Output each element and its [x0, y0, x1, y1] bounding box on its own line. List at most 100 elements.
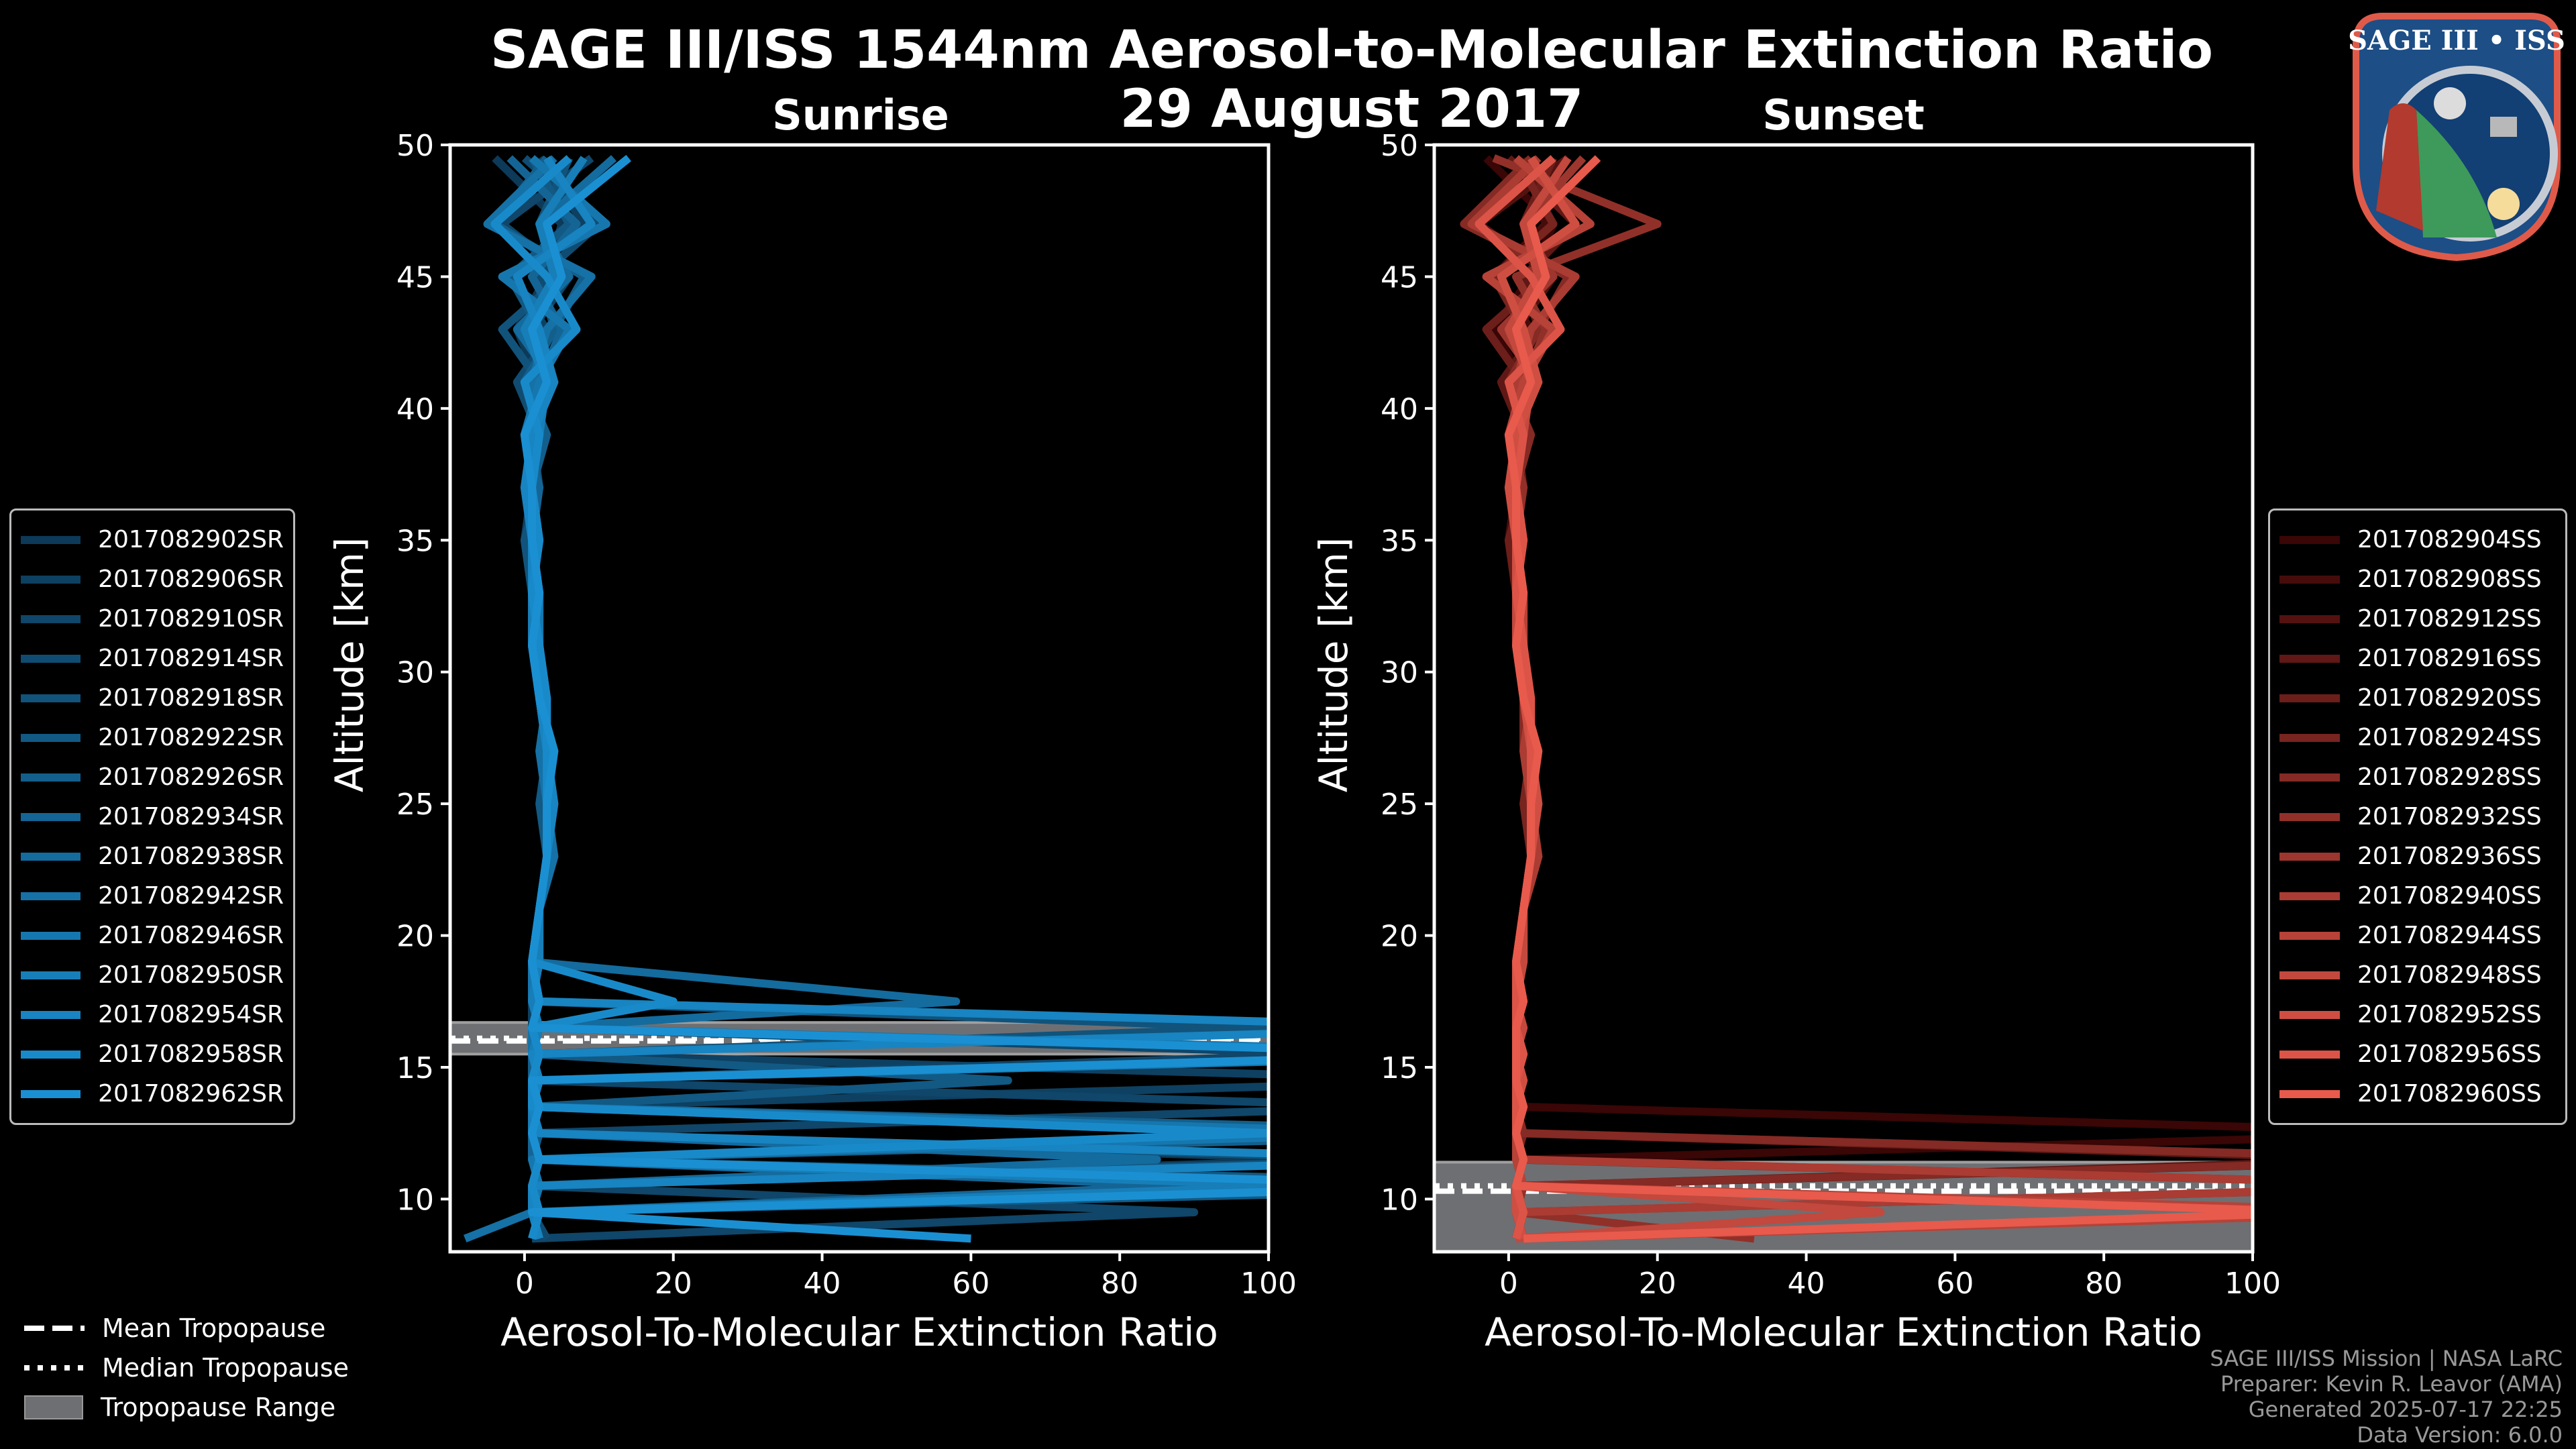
y-tick-label: 30	[396, 656, 434, 690]
y-tick-label: 40	[1381, 392, 1418, 427]
x-tick-label: 60	[1936, 1267, 1974, 1301]
legend-swatch	[21, 654, 81, 663]
legend-label: Tropopause Range	[101, 1392, 336, 1422]
legend-swatch	[2279, 892, 2340, 900]
y-tick-label: 15	[1381, 1051, 1418, 1085]
legend-swatch	[2279, 614, 2340, 623]
legend-label: 2017082932SS	[2357, 803, 2542, 830]
chart-date: 29 August 2017	[1120, 79, 1584, 140]
legend-swatch	[21, 694, 81, 702]
legend-label: 2017082944SS	[2357, 922, 2542, 949]
legend-swatch	[21, 1050, 81, 1059]
y-tick-label: 20	[396, 920, 434, 954]
y-tick-label: 35	[396, 524, 434, 558]
legend-item: 2017082962SR	[21, 1074, 284, 1114]
legend-item: 2017082910SR	[21, 599, 284, 639]
legend-swatch	[21, 1010, 81, 1019]
x-tick-label: 20	[655, 1267, 692, 1301]
legend-item: 2017082912SS	[2279, 599, 2556, 639]
legend-item: 2017082920SS	[2279, 678, 2556, 718]
legend-swatch	[21, 614, 81, 623]
x-axis-label: Aerosol-To-Molecular Extinction Ratio	[1485, 1309, 2202, 1355]
legend-item: 2017082958SR	[21, 1034, 284, 1074]
legend-label: 2017082928SS	[2357, 763, 2542, 791]
legend-median-tropopause: Median Tropopause	[24, 1348, 349, 1387]
legend-label: 2017082924SS	[2357, 724, 2542, 751]
legend-label: 2017082942SR	[98, 882, 284, 910]
sunset-profile-line	[1497, 155, 2253, 1240]
sunset-axes-frame	[1432, 143, 2255, 1254]
legend-item: 2017082942SR	[21, 876, 284, 916]
legend-label: 2017082922SR	[98, 724, 284, 751]
legend-swatch	[2279, 971, 2340, 979]
legend-swatch	[21, 733, 81, 742]
credit-generated: Generated 2025-07-17 22:25	[2248, 1397, 2563, 1422]
legend-swatch	[21, 535, 81, 544]
legend-item: 2017082904SS	[2279, 520, 2556, 559]
legend-label: Mean Tropopause	[102, 1313, 326, 1343]
sunset-legend: 2017082904SS 2017082908SS 2017082912SS 2017…	[2268, 508, 2567, 1125]
legend-tropopause-range: Tropopause Range	[24, 1387, 349, 1427]
chart-title: SAGE III/ISS 1544nm Aerosol-to-Molecular…	[490, 20, 2213, 80]
legend-label: 2017082948SS	[2357, 961, 2542, 989]
legend-label: 2017082954SR	[98, 1001, 284, 1028]
legend-label: 2017082908SS	[2357, 566, 2542, 593]
legend-swatch	[21, 773, 81, 782]
y-tick-label: 50	[1381, 129, 1418, 163]
svg-text:SAGE III • ISS: SAGE III • ISS	[2348, 25, 2565, 56]
legend-swatch	[21, 1089, 81, 1098]
legend-item: 2017082944SS	[2279, 916, 2556, 955]
legend-label: 2017082940SS	[2357, 882, 2542, 910]
legend-label: 2017082950SR	[98, 961, 284, 989]
legend-swatch	[21, 812, 81, 821]
x-tick-label: 80	[2085, 1267, 2123, 1301]
x-tick-label: 40	[804, 1267, 841, 1301]
x-tick-label: 80	[1101, 1267, 1138, 1301]
sunset-profile-line	[1504, 155, 2253, 1243]
legend-mean-tropopause: Mean Tropopause	[24, 1308, 349, 1348]
legend-label: 2017082926SR	[98, 763, 284, 791]
legend-label: 2017082910SR	[98, 605, 284, 633]
dotted-line-icon	[24, 1364, 85, 1371]
legend-item: 2017082914SR	[21, 639, 284, 678]
y-tick-label: 30	[1381, 656, 1418, 690]
legend-label: 2017082952SS	[2357, 1001, 2542, 1028]
legend-label: 2017082906SR	[98, 566, 284, 593]
legend-item: 2017082932SS	[2279, 797, 2556, 837]
legend-swatch	[21, 971, 81, 979]
sunrise-legend: 2017082902SR 2017082906SR 2017082910SR 2017…	[9, 508, 295, 1125]
sunset-plot-layer	[1434, 154, 2253, 1252]
sunrise-plot-layer	[450, 154, 1269, 1243]
legend-label: 2017082956SS	[2357, 1040, 2542, 1068]
x-tick-label: 40	[1788, 1267, 1825, 1301]
legend-label: 2017082904SS	[2357, 526, 2542, 553]
legend-swatch	[21, 931, 81, 940]
legend-item: 2017082956SS	[2279, 1034, 2556, 1074]
legend-label: 2017082958SR	[98, 1040, 284, 1068]
legend-item: 2017082918SR	[21, 678, 284, 718]
legend-label: 2017082918SR	[98, 684, 284, 712]
legend-item: 2017082934SR	[21, 797, 284, 837]
legend-label: 2017082936SS	[2357, 843, 2542, 870]
x-tick-label: 20	[1639, 1267, 1676, 1301]
x-axis-label: Aerosol-To-Molecular Extinction Ratio	[500, 1309, 1218, 1355]
sunset-panel-title: Sunset	[1762, 91, 1925, 140]
credit-preparer: Preparer: Kevin R. Leavor (AMA)	[2220, 1371, 2563, 1397]
y-tick-label: 45	[396, 260, 434, 294]
x-tick-label: 100	[2224, 1267, 2281, 1301]
y-tick-label: 45	[1381, 260, 1418, 294]
credit-mission: SAGE III/ISS Mission | NASA LaRC	[2210, 1346, 2563, 1371]
legend-item: 2017082922SR	[21, 718, 284, 757]
legend-swatch	[2279, 812, 2340, 821]
legend-swatch	[2279, 931, 2340, 940]
y-tick-label: 40	[396, 392, 434, 427]
legend-item: 2017082902SR	[21, 520, 284, 559]
y-tick-label: 15	[396, 1051, 434, 1085]
sunrise-profile-line	[520, 154, 1269, 1243]
legend-item: 2017082928SS	[2279, 757, 2556, 797]
y-tick-label: 25	[396, 788, 434, 822]
y-axis-label: Altitude [km]	[1311, 537, 1356, 792]
sage-iii-iss-mission-logo: SAGE III • ISS	[2348, 13, 2565, 262]
sunset-profile-line	[1504, 156, 1885, 1243]
